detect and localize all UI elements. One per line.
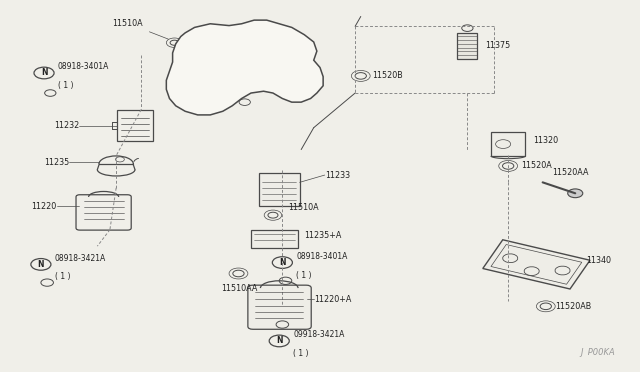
Text: 11520B: 11520B [372, 71, 403, 80]
Bar [259, 173, 300, 206]
Text: 08918-3401A: 08918-3401A [58, 62, 109, 71]
Text: N: N [276, 336, 282, 346]
Text: N: N [41, 68, 47, 77]
Text: N: N [38, 260, 44, 269]
Text: 11520AA: 11520AA [552, 168, 589, 177]
Text: ( 1 ): ( 1 ) [54, 272, 70, 281]
Circle shape [34, 67, 54, 79]
Circle shape [273, 257, 292, 268]
Text: 11340: 11340 [586, 256, 612, 265]
Circle shape [568, 189, 583, 198]
FancyBboxPatch shape [76, 195, 131, 230]
Text: 11233: 11233 [324, 171, 350, 180]
Text: ( 1 ): ( 1 ) [293, 349, 308, 358]
Text: ( 1 ): ( 1 ) [296, 270, 312, 280]
Text: 11220: 11220 [31, 202, 56, 211]
Text: 11375: 11375 [485, 41, 510, 50]
Circle shape [269, 335, 289, 347]
Text: 11510AA: 11510AA [221, 285, 258, 294]
Text: 08918-3401A: 08918-3401A [296, 252, 348, 261]
Text: 11235+A: 11235+A [305, 231, 342, 240]
Bar [251, 230, 298, 248]
Text: 11510A: 11510A [113, 19, 143, 28]
Text: 09918-3421A: 09918-3421A [293, 330, 344, 339]
Bar [491, 132, 525, 156]
Text: 11235: 11235 [44, 158, 69, 167]
Text: 11220+A: 11220+A [314, 295, 351, 304]
Bar [491, 244, 582, 284]
Text: N: N [279, 258, 285, 267]
Text: 08918-3421A: 08918-3421A [54, 254, 106, 263]
Bar [458, 32, 477, 59]
Text: 11320: 11320 [533, 136, 558, 145]
Bar [116, 110, 153, 141]
Text: 11232: 11232 [54, 121, 79, 130]
FancyBboxPatch shape [248, 285, 311, 329]
Text: 11520AB: 11520AB [556, 302, 591, 311]
Text: ( 1 ): ( 1 ) [58, 81, 74, 90]
Polygon shape [166, 20, 323, 115]
Text: 11510A: 11510A [289, 202, 319, 212]
Text: J  P00KA: J P00KA [580, 348, 615, 357]
Bar [483, 240, 590, 289]
Text: 11520A: 11520A [521, 161, 552, 170]
Circle shape [31, 259, 51, 270]
